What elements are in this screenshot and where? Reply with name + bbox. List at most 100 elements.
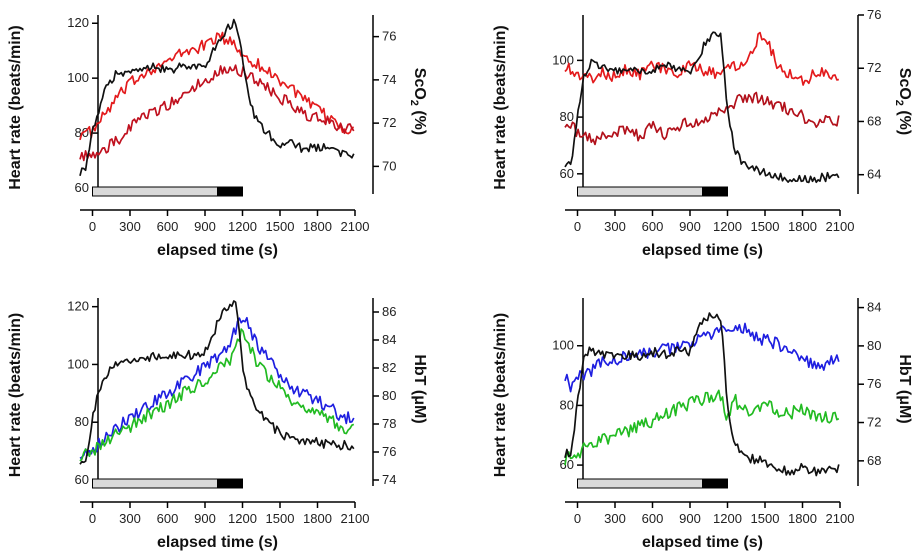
y-axis-label: Heart rate (beats/min) bbox=[492, 25, 509, 190]
right-tick-label: 74 bbox=[382, 72, 396, 87]
x-tick-label: 1200 bbox=[228, 219, 257, 234]
x-tick-label: 2100 bbox=[826, 511, 855, 526]
x-tick-label: 2100 bbox=[341, 219, 370, 234]
protocol-bar-dark bbox=[217, 478, 243, 489]
right-tick-label: 74 bbox=[382, 472, 396, 487]
protocol-bar-light bbox=[92, 478, 218, 489]
right-tick-label: 84 bbox=[867, 300, 881, 315]
right-tick-label: 86 bbox=[382, 304, 396, 319]
left-tick-label: 80 bbox=[560, 109, 574, 124]
x-axis-label: elapsed time (s) bbox=[157, 242, 278, 259]
series-line-hbt-green- bbox=[564, 389, 840, 466]
y2-label-unit: (%) bbox=[896, 106, 913, 135]
right-tick-label: 76 bbox=[867, 376, 881, 391]
x-tick-label: 1500 bbox=[266, 219, 295, 234]
protocol-bar-dark bbox=[702, 186, 728, 197]
x-tick-label: 1800 bbox=[303, 219, 332, 234]
left-tick-label: 80 bbox=[560, 397, 574, 412]
series-line-heart-rate bbox=[564, 31, 840, 184]
series-line-hbt-blue- bbox=[564, 322, 840, 393]
series-line-heart-rate bbox=[79, 300, 355, 465]
x-tick-label: 1800 bbox=[788, 219, 817, 234]
left-tick-label: 60 bbox=[75, 472, 89, 487]
y-axis-label: Heart rate (beats/min) bbox=[492, 313, 509, 478]
series-line-sco2-series-1- bbox=[564, 31, 839, 86]
series-line-hbt-blue- bbox=[79, 316, 355, 460]
x-tick-label: 2100 bbox=[341, 511, 370, 526]
right-tick-label: 82 bbox=[382, 360, 396, 375]
y2-axis-label: ScO2 (%) bbox=[893, 68, 913, 135]
panel-bottom-right: 60 80 100 68 72 76 80 84 0 300 600 900 1200 1500 1800 2… bbox=[492, 298, 913, 551]
y2-axis-label: HbT (μM) bbox=[896, 354, 913, 423]
panel-bottom-left: 60 80 100 120 74 76 78 80 82 84 86 0 300 600 900 1200 15… bbox=[7, 298, 428, 551]
protocol-bar-light bbox=[92, 186, 218, 197]
x-tick-label: 2100 bbox=[826, 219, 855, 234]
right-tick-label: 78 bbox=[382, 416, 396, 431]
right-tick-label: 80 bbox=[382, 388, 396, 403]
x-tick-label: 1200 bbox=[228, 511, 257, 526]
x-tick-label: 1200 bbox=[713, 511, 742, 526]
x-tick-label: 900 bbox=[679, 511, 701, 526]
x-tick-label: 1500 bbox=[751, 511, 780, 526]
right-tick-label: 84 bbox=[382, 332, 396, 347]
x-tick-label: 300 bbox=[604, 219, 626, 234]
x-tick-label: 900 bbox=[194, 511, 216, 526]
x-tick-label: 600 bbox=[157, 219, 179, 234]
protocol-bar-dark bbox=[702, 478, 728, 489]
series-line-hbt-green- bbox=[79, 328, 355, 462]
left-tick-label: 80 bbox=[75, 414, 89, 429]
x-axis-label: elapsed time (s) bbox=[157, 534, 278, 551]
right-tick-label: 68 bbox=[867, 113, 881, 128]
y2-axis-label: ScO2 (%) bbox=[408, 68, 428, 135]
protocol-bar-dark bbox=[217, 186, 243, 197]
y2-label-unit: (%) bbox=[411, 106, 428, 135]
x-tick-label: 600 bbox=[642, 511, 664, 526]
left-tick-label: 60 bbox=[75, 180, 89, 195]
series-line-heart-rate bbox=[564, 312, 840, 477]
right-tick-label: 80 bbox=[867, 338, 881, 353]
x-tick-label: 900 bbox=[194, 219, 216, 234]
left-tick-label: 100 bbox=[67, 70, 89, 85]
left-tick-label: 60 bbox=[560, 457, 574, 472]
right-tick-label: 76 bbox=[382, 29, 396, 44]
left-tick-label: 60 bbox=[560, 166, 574, 181]
x-axis-label: elapsed time (s) bbox=[642, 242, 763, 259]
x-tick-label: 1500 bbox=[751, 219, 780, 234]
x-tick-label: 1200 bbox=[713, 219, 742, 234]
right-tick-label: 76 bbox=[382, 444, 396, 459]
y2-axis-label: HbT (μM) bbox=[411, 354, 428, 423]
x-tick-label: 1800 bbox=[788, 511, 817, 526]
left-tick-label: 100 bbox=[67, 356, 89, 371]
y2-label-subscript: 2 bbox=[893, 100, 905, 106]
x-tick-label: 300 bbox=[119, 219, 141, 234]
protocol-bar-light bbox=[577, 186, 703, 197]
protocol-bar-light bbox=[577, 478, 703, 489]
right-tick-label: 72 bbox=[867, 60, 881, 75]
right-tick-label: 72 bbox=[382, 115, 396, 130]
x-tick-label: 600 bbox=[642, 219, 664, 234]
right-tick-label: 64 bbox=[867, 167, 881, 182]
x-tick-label: 900 bbox=[679, 219, 701, 234]
x-tick-label: 1800 bbox=[303, 511, 332, 526]
series-line-sco2-series-1- bbox=[79, 31, 354, 141]
series-line-heart-rate bbox=[79, 18, 355, 177]
right-tick-label: 76 bbox=[867, 7, 881, 22]
x-tick-label: 0 bbox=[574, 219, 581, 234]
series-line-sco2-series-2- bbox=[564, 91, 840, 146]
y2-label-text: ScO bbox=[896, 68, 913, 100]
right-tick-label: 72 bbox=[867, 415, 881, 430]
y2-label-subscript: 2 bbox=[408, 100, 420, 106]
series-line-sco2-series-2- bbox=[79, 64, 355, 162]
panel-top-right: 60 80 100 64 68 72 76 0 300 600 900 1200 1500 1800 210… bbox=[492, 7, 913, 259]
x-tick-label: 1500 bbox=[266, 511, 295, 526]
y2-label-text: ScO bbox=[411, 68, 428, 100]
x-tick-label: 0 bbox=[89, 219, 96, 234]
x-tick-label: 0 bbox=[89, 511, 96, 526]
x-axis-label: elapsed time (s) bbox=[642, 534, 763, 551]
right-tick-label: 70 bbox=[382, 158, 396, 173]
y-axis-label: Heart rate (beats/min) bbox=[7, 313, 24, 478]
y-axis-label: Heart rate (beats/min) bbox=[7, 25, 24, 190]
left-tick-label: 100 bbox=[552, 338, 574, 353]
